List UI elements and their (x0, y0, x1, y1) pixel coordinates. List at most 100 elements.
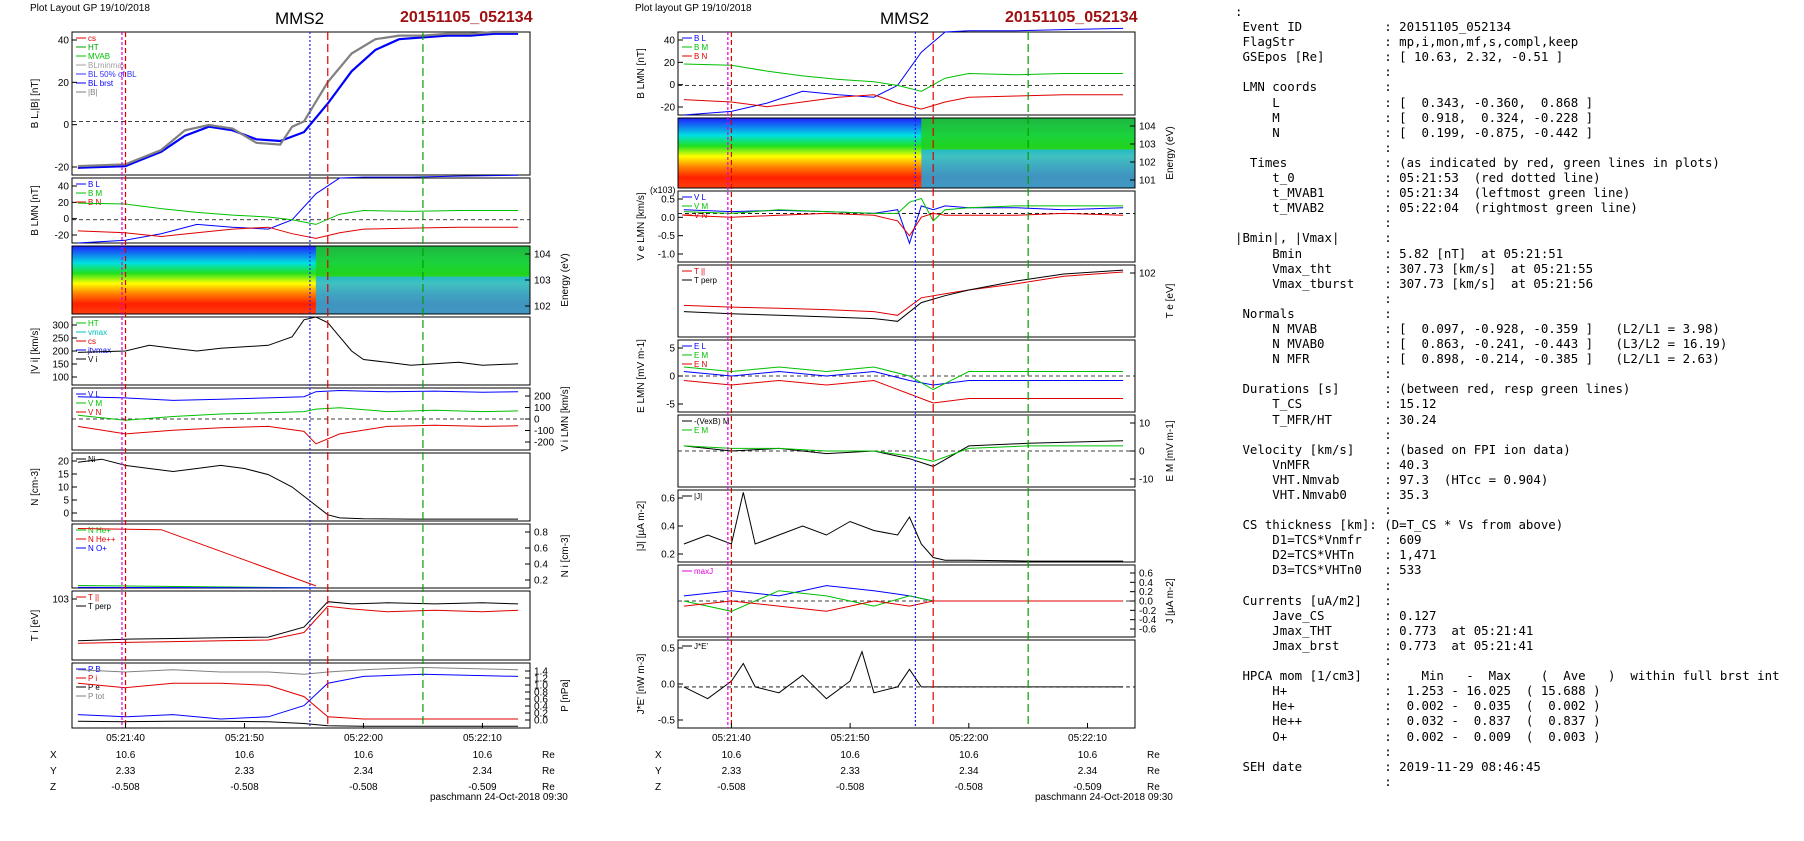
position-value: 10.6 (354, 750, 374, 761)
summary-line: t_MVAB2 : 05:22:04 (rightmost green line… (1235, 200, 1638, 216)
y-tick-label: 15 (58, 470, 70, 481)
legend-entry: B N (88, 198, 102, 207)
plot-panel: 40 20 0 -20 B LMN [nT] B LB MB N (636, 27, 1136, 116)
legend-entry: T perp (88, 602, 112, 611)
panel-frame (71, 590, 531, 661)
y-tick-label: -0.5 (658, 716, 676, 727)
y-tick-label: 5 (63, 496, 69, 507)
summary-line: D1=TCS*Vnmfr : 609 (1235, 532, 1422, 548)
panel-frame (677, 639, 1136, 729)
panel-frame (71, 523, 531, 589)
panel-frame (677, 264, 1136, 338)
panel-frame (677, 190, 1136, 263)
data-series-line (683, 63, 1124, 92)
y-tick-label: 300 (52, 321, 69, 332)
legend-entry: cs (88, 34, 96, 43)
y-axis-label: V e LMN [km/s] (636, 192, 647, 261)
right-tick-label: -200 (534, 438, 554, 449)
summary-line: N MVAB : [ 0.097, -0.928, -0.359 ] (L2/L… (1235, 320, 1720, 336)
data-series-line (77, 30, 519, 168)
right-tick-label: 0.4 (534, 560, 548, 571)
right-tick-label: 200 (534, 392, 551, 403)
legend-entry: maxJ (694, 567, 713, 576)
summary-line: : (1235, 215, 1392, 231)
plot-header: Plot Layout GP 19/10/2018 (30, 3, 150, 14)
legend-entry: P e (88, 683, 100, 692)
position-value: 10.6 (1078, 750, 1098, 761)
position-value: 10.6 (473, 750, 493, 761)
plot-header: Plot layout GP 19/10/2018 (635, 3, 752, 14)
summary-line: : (1235, 64, 1392, 80)
summary-line: L : [ 0.343, -0.360, 0.868 ] (1235, 94, 1594, 110)
y-axis-label: E LMN [mV m-1] (636, 339, 647, 413)
data-series-line (683, 445, 1124, 462)
position-value: 10.6 (722, 750, 742, 761)
plot-footer: paschmann 24-Oct-2018 09:30 (1035, 792, 1173, 803)
legend-entry: B M (88, 189, 103, 198)
right-tick-label: 0.0 (534, 716, 548, 727)
plot-panel: 300 250 200 150 100 |V i| [km/s] HTvmaxcsjtvma… (30, 316, 531, 386)
data-series-line (77, 528, 317, 587)
plot-panel: 103 T i [eV] T ||T perp (30, 590, 531, 661)
y-tick-label: 40 (664, 36, 676, 47)
y-axis-label: T i [eV] (30, 610, 41, 642)
right-tick-label: 0.8 (534, 528, 548, 539)
data-series-line (683, 271, 1124, 316)
y-tick-label: 0.2 (661, 550, 675, 561)
data-series-line (683, 585, 1124, 602)
legend-entry: |B| (88, 88, 98, 97)
y-axis-label: N [cm-3] (30, 468, 41, 506)
left-plot-figure: Plot Layout GP 19/10/2018 MMS2 20151105_05… (30, 3, 571, 803)
y-tick-label: 200 (52, 347, 69, 358)
summary-line: D2=TCS*VHTn : 1,471 (1235, 547, 1437, 563)
right-tick-label: 0.2 (1139, 587, 1153, 598)
data-series-line (77, 226, 519, 239)
legend-entry: P i (88, 674, 97, 683)
right-tick-label: 101 (1139, 176, 1156, 187)
position-row-label: Z (655, 782, 661, 793)
position-value: -0.508 (955, 782, 984, 793)
x-tick-label: 05:21:40 (106, 733, 145, 744)
summary-line: Normals : (1235, 305, 1392, 321)
data-series-line (77, 720, 519, 727)
right-tick-label: 1.0 (534, 681, 548, 692)
legend-entry: BLminmax (88, 61, 126, 70)
plot-title: MMS2 (880, 9, 929, 28)
right-tick-label: 10 (1139, 419, 1151, 430)
legend-entry: V L (88, 390, 101, 399)
position-value: 2.33 (235, 766, 255, 777)
right-axis-label: Energy (eV) (1165, 126, 1176, 179)
plot-panel: 1.41.21.00.80.60.40.20.0 P [nPa] P BP iP e… (71, 662, 571, 729)
position-value: 10.6 (235, 750, 255, 761)
position-value: -0.508 (717, 782, 746, 793)
legend-entry: MVAB (88, 52, 110, 61)
right-tick-label: -100 (534, 426, 554, 437)
right-tick-label: 104 (534, 250, 551, 261)
plot-panel: 5 0 -5 E LMN [mV m-1] E LE ME N (636, 339, 1136, 413)
summary-line: : (1235, 139, 1392, 155)
y-tick-label: 0.0 (661, 680, 675, 691)
position-row-label: X (50, 750, 57, 761)
right-tick-label: -10 (1139, 475, 1154, 486)
y-tick-label: 0.4 (661, 522, 675, 533)
summary-line: T_CS : 15.12 (1235, 396, 1437, 412)
panel-frame (677, 117, 1136, 189)
position-value: -0.508 (111, 782, 140, 793)
legend-entry: N He++ (88, 535, 116, 544)
summary-line: Durations [s] : (between red, resp green… (1235, 381, 1631, 397)
legend-entry: jtvmax (87, 346, 111, 355)
event-id-label: 20151105_052134 (400, 9, 533, 26)
summary-line: : (1235, 290, 1392, 306)
summary-line: N MVAB0 : [ 0.863, -0.241, -0.443 ] (L3/… (1235, 336, 1728, 352)
data-series-line (77, 605, 519, 644)
summary-line: Vmax_tburst : 307.73 [km/s] at 05:21:56 (1235, 275, 1594, 291)
x-tick-label: 05:22:00 (949, 733, 988, 744)
plot-panel: 0.60.40.20.0-0.2-0.4-0.6 J [µA m-2] maxJ (677, 564, 1176, 638)
legend-entry: E M (694, 426, 709, 435)
position-unit: Re (1147, 782, 1160, 793)
x-tick-label: 05:21:40 (712, 733, 751, 744)
data-series-line (683, 370, 1124, 386)
y-tick-label: 0.6 (661, 494, 675, 505)
summary-line: : (1235, 577, 1392, 593)
y-tick-label: -20 (55, 163, 70, 174)
